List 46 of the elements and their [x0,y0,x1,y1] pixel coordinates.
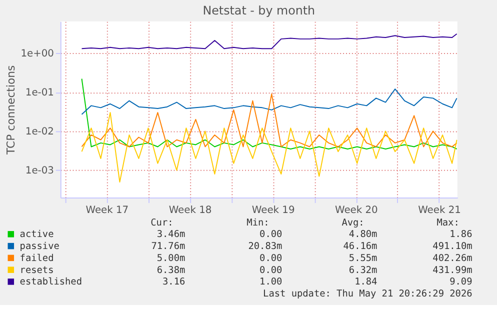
text: 402.26m [432,252,473,264]
y-tick-label: 1e-01 [25,88,54,99]
text: 3.16 [162,276,186,288]
legend-label: passive [20,241,60,252]
text: 4.80m [348,229,378,240]
text: Max: [436,217,460,228]
x-tick-label: Week 21 [418,204,461,216]
text: 0.00 [260,252,282,264]
text: 431.99m [432,264,473,276]
legend-label: failed [20,252,54,264]
text: 1.00 [260,276,282,288]
legend-label: established [20,276,82,288]
text: 6.38m [156,264,186,276]
text: 46.16m [343,241,378,252]
line-series [81,88,458,115]
text: 6.32m [348,264,378,276]
x-tick-label: Week 18 [168,204,212,216]
text: Avg: [342,217,364,228]
legend-label: active [20,229,54,240]
text: 1.84 [354,276,378,288]
line-series [81,78,458,150]
text: Last update: Thu May 21 20:26:29 2026 [263,288,473,300]
text: Min: [246,217,270,228]
y-tick-label: 1e+00 [20,48,54,60]
text: 9.09 [450,276,473,288]
text: 71.76m [151,241,186,252]
legend-label: resets [20,264,54,276]
line-series [81,112,458,182]
text: 5.55m [348,252,378,264]
x-tick-label: Week 17 [86,204,129,216]
text: 0.00 [260,229,282,240]
y-tick-label: 1e-03 [25,166,54,177]
text: 5.00m [156,252,186,264]
line-series [81,93,458,148]
y-tick-label: 1e-02 [25,126,54,138]
text: 3.46m [156,229,186,240]
text: 0.00 [260,264,282,276]
text: 1.86 [450,229,473,240]
x-tick-label: Week 19 [252,204,295,216]
text: Cur: [150,217,174,228]
text: 20.83m [248,241,283,252]
chart-title: Netstat - by month [202,3,316,18]
text: 491.10m [432,241,473,252]
line-series [81,33,458,50]
x-tick-label: Week 20 [335,204,378,216]
y-axis-title: TCP connections [4,65,18,156]
